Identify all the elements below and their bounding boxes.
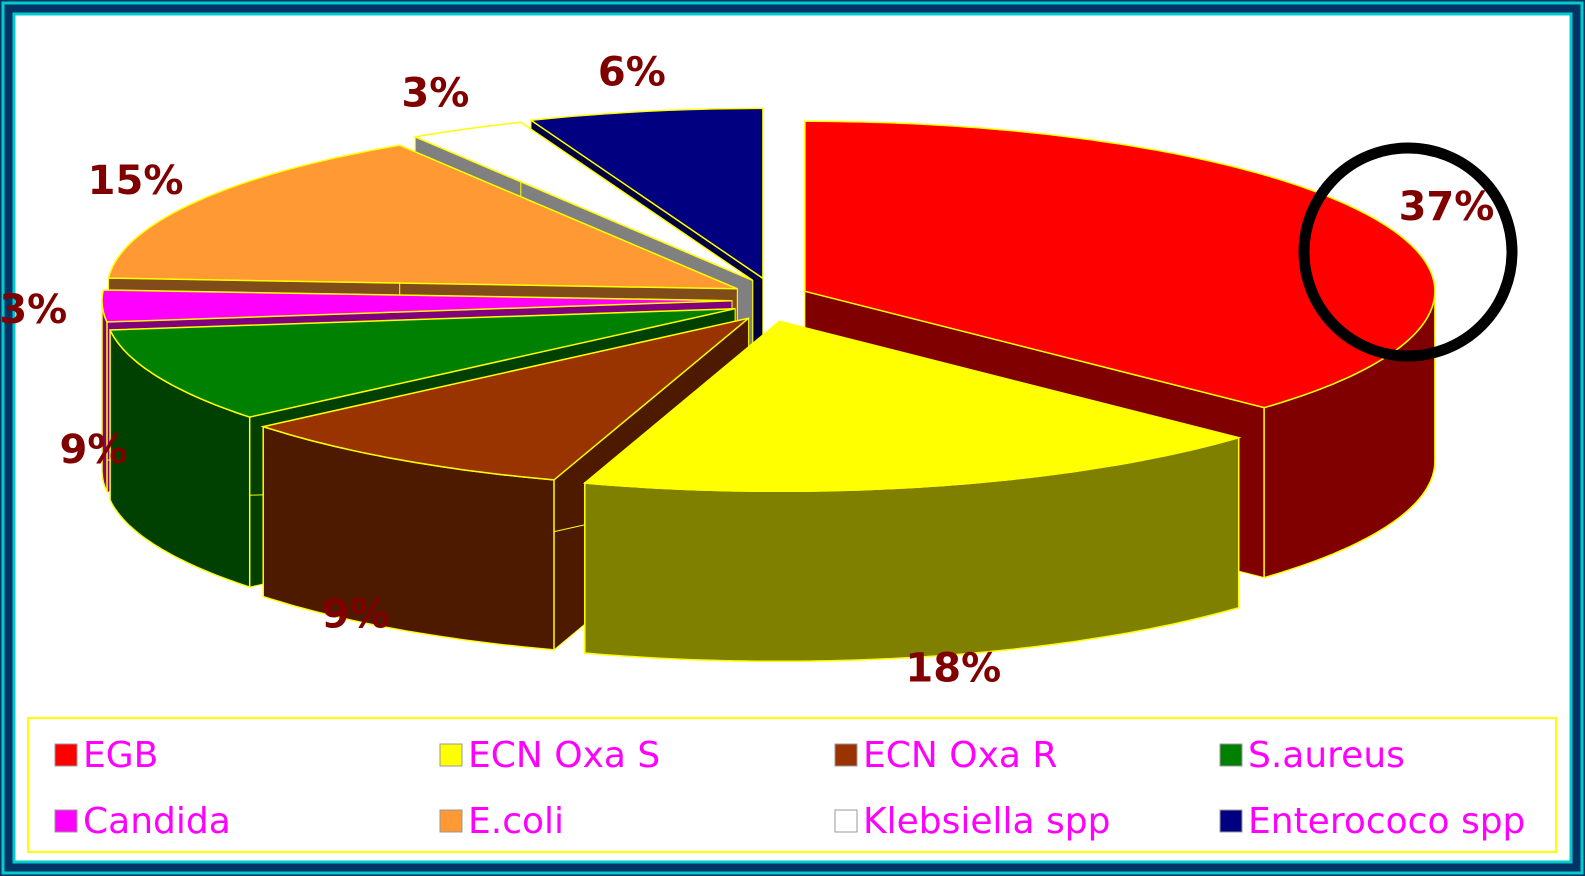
legend-label: Enterococo spp [1248,801,1525,842]
legend-swatch [1219,809,1243,833]
data-labels: 37% 18% 9% 9% 3% 15% 3% 6% [0,50,1494,692]
legend-label: ECN Oxa R [863,735,1057,776]
legend-box [27,717,1557,853]
legend-swatch [54,809,78,833]
data-label: 3% [401,71,469,117]
legend-label: Klebsiella spp [863,801,1110,842]
pie-tops [101,107,1436,493]
legend-swatch [834,809,858,833]
legend-swatch [834,743,858,767]
pie-slice [101,289,733,323]
data-label: 9% [60,427,128,473]
legend-label: E.coli [468,801,564,842]
legend: EGB ECN Oxa S ECN Oxa R S.aureus Candida E.co… [54,735,1525,842]
legend-label: S.aureus [1248,735,1405,776]
legend-swatch [54,743,78,767]
data-label: 3% [0,287,67,333]
data-label: 9% [322,591,390,637]
legend-swatch [1219,743,1243,767]
data-label: 18% [905,645,1001,691]
pie-slice [528,107,764,280]
legend-label: ECN Oxa S [468,735,660,776]
pie-slice [108,307,736,418]
pie-slice [107,144,738,290]
pie-slice [412,121,754,282]
pie-slice [582,320,1242,493]
legend-label: Candida [83,801,231,842]
data-label: 6% [598,50,666,96]
legend-label: EGB [83,735,158,776]
legend-swatch [439,809,463,833]
data-label: 15% [88,158,184,204]
data-label: 37% [1399,184,1495,230]
legend-swatch [439,743,463,767]
pie-slice [260,317,750,481]
highlight-circle [1298,142,1518,362]
